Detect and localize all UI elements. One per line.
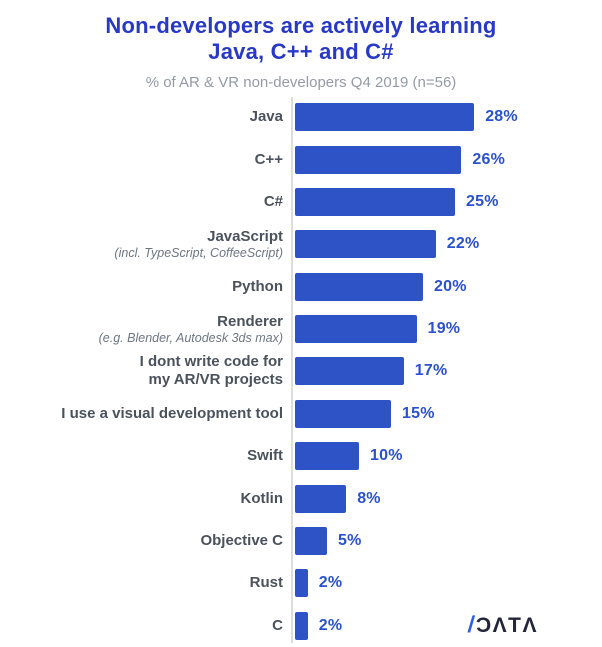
bar-row: Renderer (e.g. Blender, Autodesk 3ds max)…: [0, 308, 602, 350]
bar-row: Objective C 5%: [0, 520, 602, 562]
category-label-line: Swift: [247, 447, 283, 465]
bar-track: 2%: [293, 611, 343, 640]
category-label-line: Rust: [249, 574, 283, 592]
bar-track: 19%: [293, 315, 461, 344]
category-label: Renderer (e.g. Blender, Autodesk 3ds max): [0, 313, 293, 346]
chart-title-line1: Non-developers are actively learning: [105, 13, 497, 38]
category-label-line: Kotlin: [240, 489, 284, 507]
bar: [295, 399, 391, 428]
logo-slash-icon: /: [466, 611, 476, 637]
category-sublabel: (e.g. Blender, Autodesk 3ds max): [98, 330, 283, 345]
bar-track: 17%: [293, 357, 448, 386]
category-label: Java: [0, 108, 293, 126]
category-label: I dont write code for my AR/VR projects: [0, 353, 293, 389]
bar: [295, 442, 359, 471]
bar: [295, 611, 308, 640]
category-label-line: C#: [263, 192, 283, 210]
axis-line: [291, 97, 293, 643]
bar-value: 25%: [466, 192, 499, 210]
logo-wordmark: ƆΛTΛ: [475, 614, 538, 637]
category-label-line: Renderer: [217, 312, 283, 330]
category-label-line: Python: [232, 277, 283, 295]
bar-track: 26%: [293, 145, 506, 174]
bar: [295, 187, 455, 216]
bar-track: 25%: [293, 187, 499, 216]
category-label: C#: [0, 193, 293, 211]
category-label-line: my AR/VR projects: [148, 371, 283, 389]
bar-row: Python 20%: [0, 266, 602, 308]
category-label-line: JavaScript: [207, 227, 283, 245]
bar-value: 17%: [414, 362, 448, 380]
bar-track: 20%: [293, 272, 467, 301]
category-label: I use a visual development tool: [0, 405, 293, 423]
category-label-line: Objective C: [200, 531, 283, 549]
bar-row: Rust 2%: [0, 562, 602, 604]
category-sublabel: (incl. TypeScript, CoffeeScript): [114, 245, 283, 260]
bar-track: 28%: [293, 103, 518, 132]
category-label: JavaScript (incl. TypeScript, CoffeeScrip…: [0, 228, 293, 261]
category-label: Kotlin: [0, 490, 293, 508]
bar-row: I use a visual development tool 15%: [0, 393, 602, 435]
bar-value: 5%: [338, 531, 362, 549]
bar-value: 2%: [318, 574, 343, 592]
bar-row: C++ 26%: [0, 138, 602, 180]
category-label: Python: [0, 278, 293, 296]
bar-track: 10%: [293, 442, 403, 471]
bar-track: 15%: [293, 399, 435, 428]
bar-value: 8%: [357, 489, 381, 507]
bar: [295, 315, 417, 344]
bar-value: 2%: [318, 616, 343, 634]
bar-chart: Java 28% C++ 26% C# 25% JavaScript (incl.…: [0, 96, 602, 647]
bar: [295, 230, 436, 259]
bar-value: 20%: [434, 277, 467, 295]
category-label-line: I use a visual development tool: [61, 404, 283, 422]
bar-row: C 2%: [0, 605, 602, 647]
bar-track: 8%: [293, 484, 381, 513]
chart-title-line2: Java, C++ and C#: [208, 39, 394, 64]
bar-value: 26%: [472, 150, 506, 168]
bar: [295, 569, 308, 598]
bar-track: 5%: [293, 526, 362, 555]
chart-title: Non-developers are actively learning Jav…: [0, 0, 602, 65]
category-label-line: C: [272, 616, 283, 634]
category-label: C++: [0, 151, 293, 169]
category-label-line: I dont write code for: [139, 353, 283, 371]
category-label: Objective C: [0, 532, 293, 550]
bar-row: I dont write code for my AR/VR projects 1…: [0, 350, 602, 392]
bar-value: 15%: [402, 404, 435, 422]
chart-subtitle: % of AR & VR non-developers Q4 2019 (n=5…: [145, 74, 457, 91]
bar-track: 2%: [293, 569, 343, 598]
bar: [295, 526, 327, 555]
category-label: Swift: [0, 447, 293, 465]
bar: [295, 357, 404, 386]
bar-row: JavaScript (incl. TypeScript, CoffeeScrip…: [0, 223, 602, 265]
category-label: Rust: [0, 574, 293, 592]
bar-row: Swift 10%: [0, 435, 602, 477]
bar: [295, 103, 475, 132]
bar-track: 22%: [293, 230, 480, 259]
bar-value: 19%: [427, 320, 461, 338]
bar-value: 22%: [446, 235, 480, 253]
category-label-line: C++: [254, 150, 283, 168]
bar: [295, 145, 462, 174]
bar-row: Kotlin 8%: [0, 477, 602, 519]
bar-value: 28%: [485, 108, 518, 126]
bar-value: 10%: [370, 447, 403, 465]
bar: [295, 484, 347, 513]
bar-row: C# 25%: [0, 181, 602, 223]
slashdata-logo: / ƆΛTΛ: [466, 611, 538, 638]
category-label-line: Java: [249, 108, 283, 126]
bar: [295, 272, 423, 301]
bar-row: Java 28%: [0, 96, 602, 138]
category-label: C: [0, 617, 293, 635]
